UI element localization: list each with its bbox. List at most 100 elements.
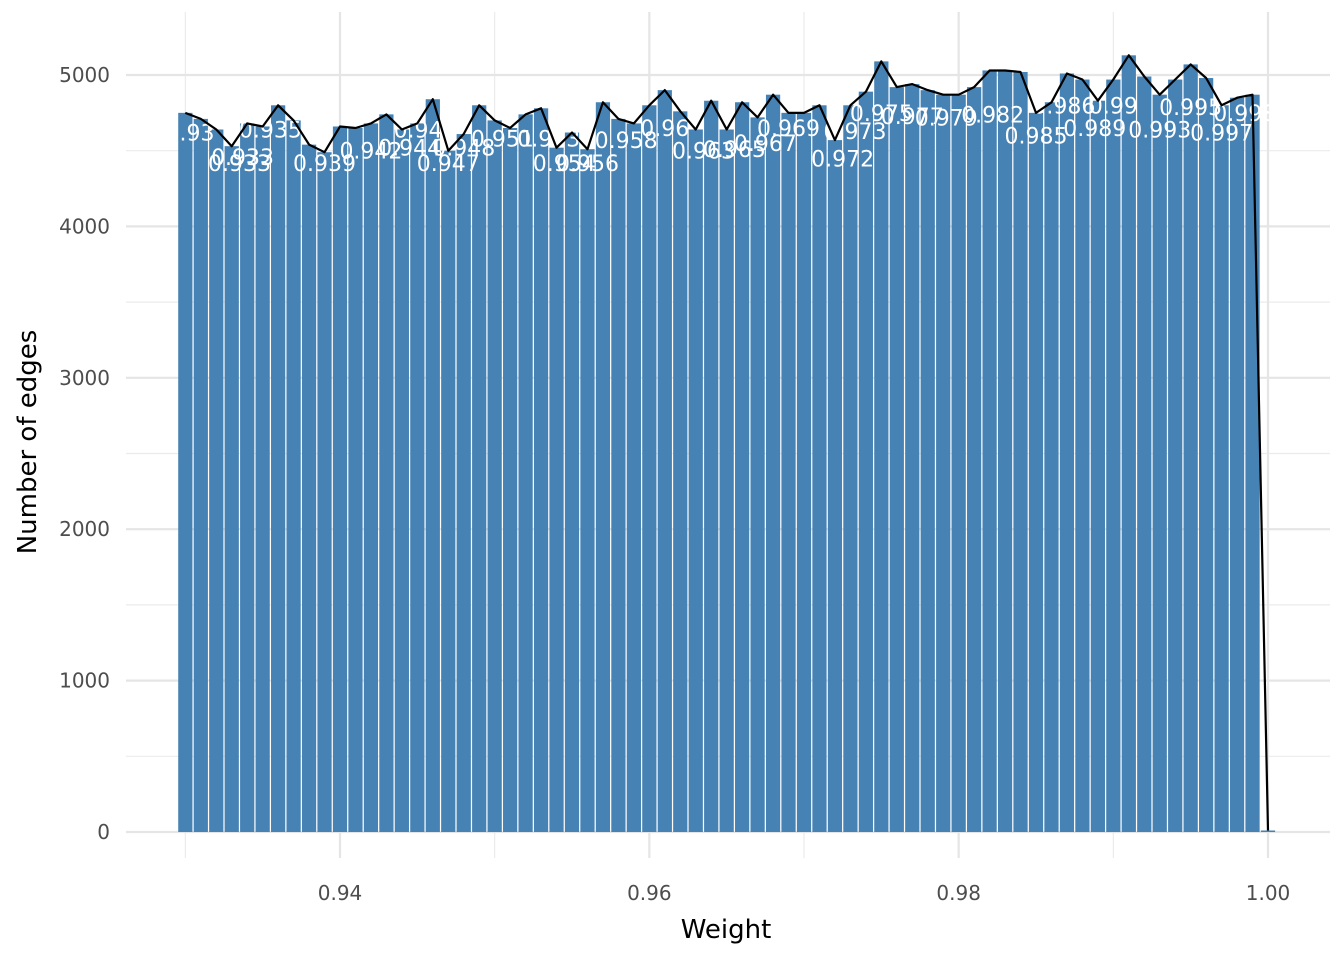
bar-value-label: 0.995: [1159, 96, 1222, 121]
histogram-bar: [1090, 100, 1105, 833]
histogram-bar: [564, 132, 580, 833]
histogram-bar: [642, 105, 657, 832]
bar-value-label: 0.973: [824, 120, 887, 145]
histogram-bar: [982, 70, 997, 832]
histogram-bar: [843, 105, 858, 832]
histogram-bar: [765, 94, 781, 832]
histogram-bar: [750, 117, 765, 833]
y-tick-label: 4000: [59, 214, 110, 238]
histogram-bar: [425, 99, 440, 832]
histogram-bar: [255, 126, 270, 832]
histogram-bar: [1013, 71, 1028, 833]
histogram-bar: [1044, 102, 1059, 832]
bar-value-label: 0.967: [734, 132, 797, 157]
histogram-bar: [936, 94, 951, 832]
histogram-bar: [1152, 94, 1167, 832]
bar-value-label: 0.948: [432, 137, 495, 162]
histogram-bar: [379, 114, 394, 832]
bar-value-label: 0.942: [339, 140, 402, 165]
data-labels-group: 0.930.9330.9330.9350.9390.9420.9440.9450…: [165, 94, 1276, 177]
histogram-bar: [363, 123, 379, 832]
bar-value-label: 0.989: [1063, 117, 1126, 142]
histogram-bar: [518, 114, 533, 832]
histogram-bar: [967, 87, 982, 832]
histogram-bar: [1075, 79, 1090, 833]
bar-value-label: 0.935: [239, 119, 302, 144]
histogram-bar: [626, 123, 641, 832]
bar-value-label: 0.977: [881, 105, 944, 130]
histogram-bar: [704, 100, 719, 833]
histogram-bar: [1183, 64, 1198, 833]
bar-value-label: 0.985: [1005, 125, 1068, 150]
histogram-bar: [827, 140, 843, 833]
x-tick-label: 1.00: [1246, 881, 1291, 905]
x-tick-label: 0.98: [936, 881, 981, 905]
histogram-bar: [209, 129, 224, 832]
histogram-bar: [286, 120, 301, 833]
bar-value-label: 0.939: [293, 152, 356, 177]
bar-value-label: 0.972: [811, 147, 874, 172]
bar-value-label: 0.93: [165, 122, 214, 147]
bar-value-label: 0.945: [394, 119, 457, 144]
bar-value-label: 0.979: [915, 106, 978, 131]
bar-value-label: 0.953: [517, 128, 580, 153]
histogram-bar: [193, 118, 208, 832]
bar-value-label: 0.96: [640, 117, 689, 142]
bar-value-label: 0.986: [1032, 94, 1095, 119]
histogram-bar: [812, 105, 827, 832]
histogram-bar: [224, 146, 239, 832]
bar-value-label: 0.933: [208, 152, 271, 177]
bar-value-label: 0.933: [211, 146, 274, 171]
histogram-bar: [688, 129, 703, 832]
histogram-bar: [1245, 94, 1260, 832]
histogram-bar: [858, 91, 873, 833]
x-tick-label: 0.96: [627, 881, 672, 905]
histogram-bar: [673, 111, 688, 832]
y-tick-label: 2000: [59, 517, 110, 541]
histogram-bar: [1199, 78, 1214, 832]
x-axis-title: Weight: [681, 915, 772, 945]
bar-value-label: 0.998: [1213, 102, 1276, 127]
histogram-bar: [317, 152, 332, 833]
histogram-bar: [595, 102, 611, 832]
histogram-bar: [951, 94, 966, 832]
histogram-bar: [1059, 73, 1075, 832]
histogram-bar: [657, 90, 672, 832]
y-tick-label: 0: [97, 820, 110, 844]
bar-value-label: 0.958: [595, 129, 658, 154]
bar-value-label: 0.963: [672, 140, 735, 165]
x-tick-labels: 0.94 0.96 0.98 1.00: [318, 881, 1291, 905]
histogram-bar: [1214, 105, 1229, 832]
frequency-line-group: [184, 54, 1270, 831]
histogram-bar: [735, 102, 750, 832]
bar-value-label: 0.982: [961, 103, 1024, 128]
histogram-bar: [719, 129, 734, 832]
histogram-bar: [1260, 830, 1276, 832]
bar-value-label: 0.975: [850, 102, 913, 127]
histogram-bar: [533, 108, 549, 833]
histogram-bar: [271, 105, 286, 832]
histogram-bar: [472, 105, 487, 832]
histogram-bar: [781, 112, 796, 833]
histogram-bar: [240, 123, 255, 832]
y-axis-title: Number of edges: [13, 330, 43, 555]
histogram-bar: [905, 84, 920, 833]
histogram-bar: [549, 147, 564, 832]
histogram-bar: [997, 70, 1013, 832]
bars-group: [178, 55, 1276, 833]
y-tick-label: 5000: [59, 63, 110, 87]
bar-value-label: 0.965: [703, 138, 766, 163]
histogram-bar: [1229, 97, 1245, 832]
histogram-bar: [580, 149, 595, 832]
bar-value-label: 0.956: [556, 152, 619, 177]
histogram-bar: [503, 127, 518, 833]
bar-value-label: 0.997: [1190, 122, 1253, 147]
histogram-bar: [348, 127, 363, 833]
bar-value-label: 0.969: [757, 117, 820, 142]
histogram-bar: [487, 120, 502, 833]
histogram-bar: [611, 118, 626, 832]
histogram-bar: [178, 112, 193, 833]
bar-value-label: 0.993: [1128, 119, 1191, 144]
histogram-bar: [889, 87, 904, 832]
